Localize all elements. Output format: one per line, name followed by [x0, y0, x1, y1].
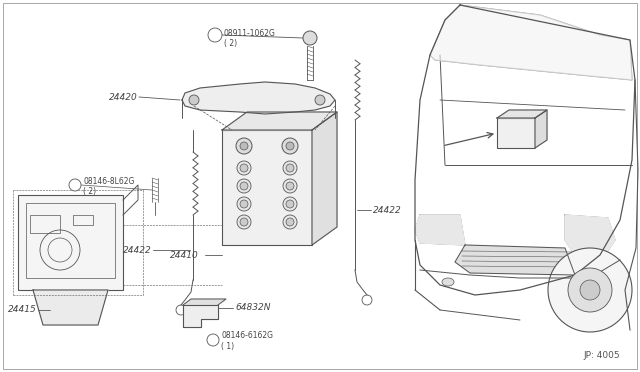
- Text: 24420: 24420: [109, 93, 138, 102]
- Text: 08911-1062G: 08911-1062G: [224, 29, 276, 38]
- Bar: [30, 215, 60, 233]
- Polygon shape: [455, 245, 575, 275]
- Text: 24422: 24422: [124, 246, 152, 254]
- Circle shape: [283, 197, 297, 211]
- Polygon shape: [182, 82, 335, 114]
- Polygon shape: [222, 112, 337, 130]
- Circle shape: [240, 218, 248, 226]
- Text: 08146-8L62G: 08146-8L62G: [83, 176, 134, 186]
- Circle shape: [208, 28, 222, 42]
- Circle shape: [237, 161, 251, 175]
- Text: ( 2): ( 2): [83, 186, 96, 196]
- Bar: [18, 195, 123, 290]
- Circle shape: [282, 138, 298, 154]
- Circle shape: [286, 142, 294, 150]
- Polygon shape: [312, 112, 337, 245]
- Circle shape: [240, 182, 248, 190]
- Circle shape: [240, 200, 248, 208]
- Text: 24415: 24415: [8, 305, 36, 314]
- Bar: [26, 203, 115, 278]
- Circle shape: [286, 200, 294, 208]
- Circle shape: [207, 334, 219, 346]
- Text: 08146-6162G: 08146-6162G: [221, 331, 273, 340]
- Text: 24410: 24410: [170, 250, 199, 260]
- Text: N: N: [212, 32, 218, 38]
- Circle shape: [580, 280, 600, 300]
- Polygon shape: [415, 215, 465, 245]
- Circle shape: [240, 142, 248, 150]
- Circle shape: [237, 197, 251, 211]
- Bar: [73, 215, 93, 225]
- Circle shape: [303, 31, 317, 45]
- Circle shape: [237, 215, 251, 229]
- Circle shape: [237, 179, 251, 193]
- Circle shape: [286, 164, 294, 172]
- Circle shape: [315, 95, 325, 105]
- Circle shape: [69, 179, 81, 191]
- Text: B: B: [72, 183, 77, 187]
- Polygon shape: [497, 110, 547, 118]
- Text: ( 2): ( 2): [224, 38, 237, 48]
- Polygon shape: [565, 215, 615, 255]
- Polygon shape: [430, 5, 632, 80]
- Text: JP: 4005: JP: 4005: [584, 351, 620, 360]
- Circle shape: [568, 268, 612, 312]
- Circle shape: [548, 248, 632, 332]
- Circle shape: [283, 215, 297, 229]
- Ellipse shape: [442, 278, 454, 286]
- Text: ( 1): ( 1): [221, 341, 234, 350]
- Circle shape: [236, 138, 252, 154]
- Polygon shape: [535, 110, 547, 148]
- Bar: [497, 118, 535, 148]
- Bar: [222, 130, 312, 245]
- Circle shape: [286, 218, 294, 226]
- Polygon shape: [33, 290, 108, 325]
- Circle shape: [283, 179, 297, 193]
- Text: 64832N: 64832N: [235, 304, 271, 312]
- Polygon shape: [183, 305, 218, 327]
- Circle shape: [240, 164, 248, 172]
- Text: 24422: 24422: [373, 205, 402, 215]
- Polygon shape: [183, 299, 226, 305]
- Text: B: B: [211, 337, 216, 343]
- Circle shape: [283, 161, 297, 175]
- Circle shape: [286, 182, 294, 190]
- Circle shape: [189, 95, 199, 105]
